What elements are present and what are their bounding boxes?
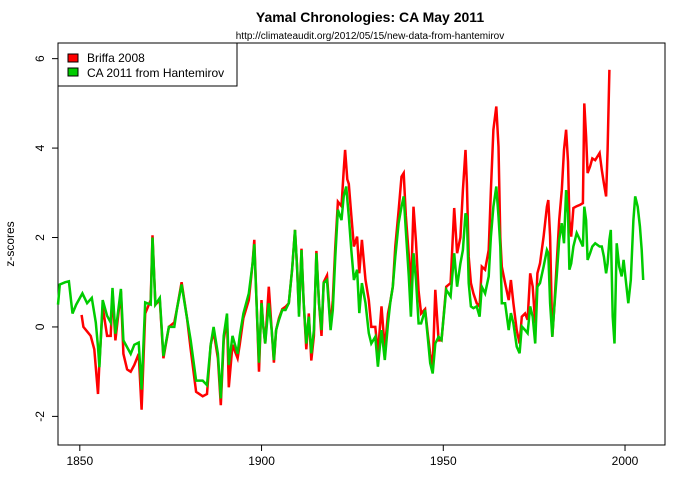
- x-axis: 1850 1900 1950 2000: [66, 445, 639, 468]
- legend-label-briffa: Briffa 2008: [87, 51, 145, 65]
- chart-title: Yamal Chronologies: CA May 2011: [256, 9, 484, 25]
- legend-swatch-briffa: [67, 53, 79, 63]
- y-tick-label: 4: [33, 144, 47, 151]
- chart-subtitle: http://climateaudit.org/2012/05/15/new-d…: [236, 31, 504, 42]
- x-tick-label: 2000: [612, 454, 639, 468]
- y-tick-label: 0: [33, 323, 47, 330]
- y-tick-label: 6: [33, 55, 47, 62]
- legend: Briffa 2008 CA 2011 from Hantemirov: [57, 42, 238, 87]
- x-tick-label: 1950: [430, 454, 457, 468]
- legend-swatch-ca: [67, 67, 79, 77]
- x-tick-label: 1900: [248, 454, 275, 468]
- legend-label-ca: CA 2011 from Hantemirov: [87, 66, 224, 80]
- plot-frame: [57, 42, 666, 446]
- series-line-1: [56, 186, 645, 399]
- series-line-0: [80, 69, 611, 410]
- x-tick-label: 1850: [66, 454, 93, 468]
- y-tick-label: -2: [33, 411, 47, 422]
- series-lines: [56, 69, 645, 410]
- y-axis-label: z-scores: [3, 221, 17, 266]
- y-tick-label: 2: [33, 234, 47, 241]
- y-axis: -2 0 2 4 6: [33, 55, 58, 422]
- legend-box: [57, 42, 238, 87]
